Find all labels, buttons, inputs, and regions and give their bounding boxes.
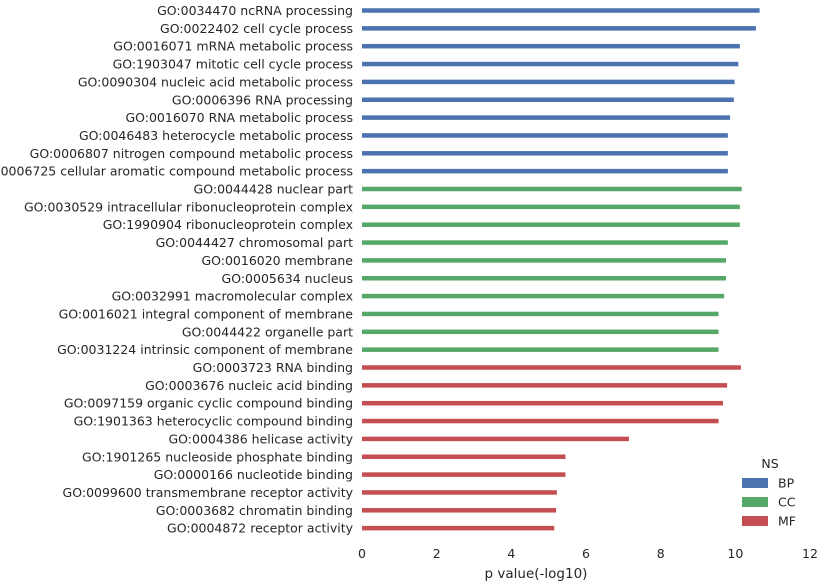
category-label: GO:0034470 ncRNA processing [157,3,353,18]
bar-go-0016071 [362,43,740,49]
category-label: GO:0006807 nitrogen compound metabolic p… [30,146,353,161]
category-label: GO:0003723 RNA binding [193,360,353,375]
bar-go-0005634 [362,276,726,281]
category-label: GO:0006725 cellular aromatic compound me… [0,164,353,179]
bar-go-0016020 [362,258,726,263]
x-tick-label: 8 [657,546,665,561]
legend-label-bp: BP [778,476,795,491]
x-tick-label: 0 [358,546,366,561]
category-label: GO:1901265 nucleoside phosphate binding [82,449,353,464]
x-tick-label: 4 [507,546,515,561]
category-label: GO:0030529 intracellular ribonucleoprote… [24,199,353,214]
bar-go-0022402 [362,26,756,31]
category-label: GO:1990904 ribonucleoprotein complex [103,217,353,232]
category-label: GO:1901363 heterocyclic compound binding [74,414,353,429]
legend-swatch-mf [742,516,768,526]
legend-label-cc: CC [778,495,796,510]
bar-go-0006396 [362,97,734,102]
category-label: GO:0044422 organelle part [182,324,353,339]
category-label: GO:0003682 chromatin binding [156,503,353,518]
x-axis-ticks-group: 0 2 4 6 8 10 12 [358,546,818,561]
bar-go-0000166 [362,472,566,477]
x-tick-label: 6 [582,546,590,561]
category-label: GO:0004386 helicase activity [168,431,353,446]
bar-go-0003682 [362,508,557,513]
category-label: GO:0090304 nucleic acid metabolic proces… [78,74,353,89]
bar-go-0099600 [362,490,557,495]
bar-go-1903047 [362,61,739,67]
bar-go-0030529 [362,204,740,210]
legend-label-mf: MF [778,514,796,529]
bars-group [362,8,760,531]
bar-go-0044427 [362,240,728,245]
category-label: GO:1903047 mitotic cell cycle process [113,57,353,72]
category-label: GO:0005634 nucleus [222,271,353,286]
bar-go-1901363 [362,418,719,424]
category-label: GO:0016021 integral component of membran… [59,306,354,321]
category-label: GO:0000166 nucleotide binding [154,467,353,482]
bar-go-0044428 [362,186,742,192]
x-tick-label: 12 [802,546,818,561]
bar-go-0003676 [362,383,728,388]
x-axis-title: p value(-log10) [485,566,588,582]
category-label: GO:0006396 RNA processing [172,92,353,107]
category-label: GO:0022402 cell cycle process [160,21,353,36]
bar-go-0044422 [362,329,719,335]
category-label: GO:0044427 chromosomal part [156,235,353,250]
category-label: GO:0004872 receptor activity [167,521,354,536]
legend-swatch-bp [742,478,768,488]
bar-go-1901265 [362,454,566,459]
bar-go-0034470 [362,8,760,13]
bar-go-0097159 [362,400,724,406]
bar-go-0004872 [362,525,555,531]
bar-go-0004386 [362,436,629,442]
bar-go-0006725 [362,168,728,174]
bar-go-0006807 [362,151,728,156]
category-label: GO:0099600 transmembrane receptor activi… [63,485,354,500]
bar-go-0016021 [362,311,719,317]
category-labels-group: GO:0034470 ncRNA processing GO:0022402 ce… [0,3,354,536]
category-label: GO:0003676 nucleic acid binding [145,378,353,393]
bar-go-0031224 [362,347,719,352]
bar-go-1990904 [362,222,740,227]
category-label: GO:0016070 RNA metabolic process [125,110,353,125]
bar-go-0090304 [362,79,735,85]
category-label: GO:0016071 mRNA metabolic process [113,39,353,54]
category-label: GO:0097159 organic cyclic compound bindi… [64,396,353,411]
x-tick-label: 2 [433,546,441,561]
legend: NS BP CC MF [742,456,796,529]
category-label: GO:0016020 membrane [201,253,353,268]
category-label: GO:0031224 intrinsic component of membra… [57,342,353,357]
x-tick-label: 10 [727,546,743,561]
category-label: GO:0032991 macromolecular complex [112,289,353,304]
legend-title: NS [761,456,778,471]
category-label: GO:0044428 nuclear part [194,182,354,197]
category-label: GO:0046483 heterocycle metabolic process [79,128,353,143]
bar-go-0003723 [362,365,741,370]
bar-go-0046483 [362,133,728,138]
bar-go-0016070 [362,115,731,120]
bar-go-0032991 [362,293,725,299]
legend-swatch-cc [742,497,768,507]
